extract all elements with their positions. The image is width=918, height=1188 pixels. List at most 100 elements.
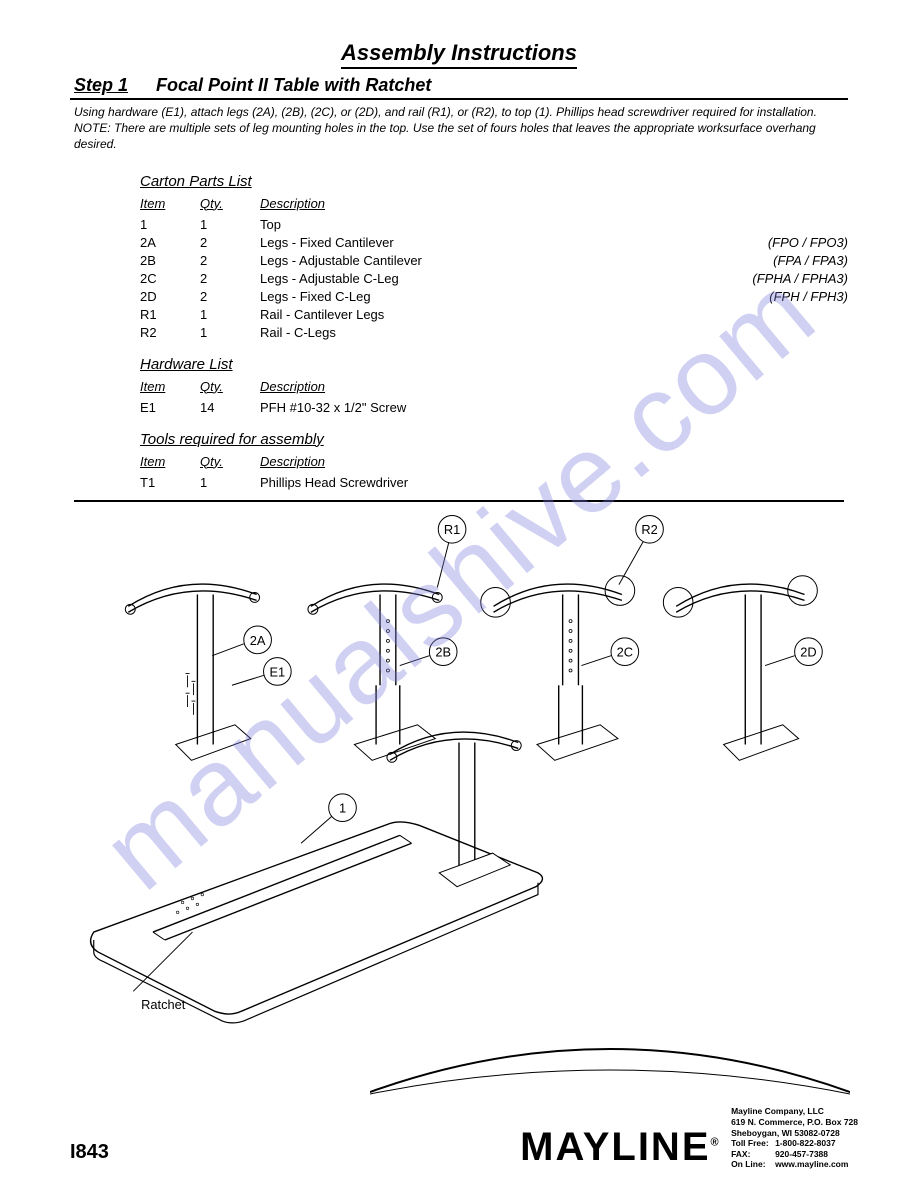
cell: Legs - Adjustable C-Leg [260,271,628,286]
brand-online-lbl: On Line: [731,1159,775,1170]
brand-online: www.mayline.com [775,1159,848,1169]
table-row: 2D 2 Legs - Fixed C-Leg (FPH / FPH3) [140,289,848,304]
col-desc: Description [260,196,325,211]
cell: 2A [140,235,200,250]
subtitle-row: Step 1 Focal Point II Table with Ratchet [70,75,848,100]
cell: PFH #10-32 x 1/2" Screw [260,400,848,415]
doc-id: I843 [70,1141,109,1164]
cell: (FPA / FPA3) [628,253,848,268]
cell: Legs - Fixed Cantilever [260,235,628,250]
cell: (FPH / FPH3) [628,289,848,304]
leg-2b-icon [308,584,442,760]
callout-1: 1 [301,793,356,842]
cell: 1 [140,217,200,232]
table-row: T1 1 Phillips Head Screwdriver [140,475,848,490]
tools-table: Item Qty. Description T1 1 Phillips Head… [140,454,848,490]
brand-addr1: 619 N. Commerce, P.O. Box 728 [731,1117,858,1127]
table-row: 2B 2 Legs - Adjustable Cantilever (FPA /… [140,253,848,268]
svg-text:Ratchet: Ratchet [141,997,186,1012]
col-item: Item [140,454,200,469]
cell: 2C [140,271,200,286]
cell: R1 [140,307,200,322]
cell: Legs - Adjustable Cantilever [260,253,628,268]
cell: 1 [200,325,260,340]
table-row: 2C 2 Legs - Adjustable C-Leg (FPHA / FPH… [140,271,848,286]
col-item: Item [140,196,200,211]
callout-2b: 2B [400,637,457,665]
cell: Top [260,217,628,232]
cell: E1 [140,400,200,415]
brand-tollfree: 1-800-822-8037 [775,1138,836,1148]
col-qty: Qty. [200,379,260,394]
svg-text:R1: R1 [444,522,460,537]
cell: 2 [200,289,260,304]
cell: R2 [140,325,200,340]
hardware-label: Hardware List [140,356,848,373]
brand-logo: MAYLINE® [520,1125,720,1170]
svg-text:2D: 2D [800,644,816,659]
table-row: 1 1 Top [140,217,848,232]
brand-company: Mayline Company, LLC [731,1106,824,1116]
col-qty: Qty. [200,196,260,211]
cell: Legs - Fixed C-Leg [260,289,628,304]
svg-text:1: 1 [339,800,346,815]
callout-r1: R1 [437,515,466,587]
brand-fax-lbl: FAX: [731,1149,775,1160]
cell: Phillips Head Screwdriver [260,475,848,490]
cell [628,325,848,340]
table-top-icon [91,732,543,1023]
table-row: 2A 2 Legs - Fixed Cantilever (FPO / FPO3… [140,235,848,250]
svg-text:2B: 2B [435,644,451,659]
brand-name: MAYLINE [520,1125,710,1169]
cell: 2 [200,271,260,286]
svg-text:E1: E1 [270,664,286,679]
product-title: Focal Point II Table with Ratchet [156,75,431,96]
svg-text:R2: R2 [641,522,657,537]
divider [74,500,844,502]
cell: Rail - C-Legs [260,325,628,340]
brand-block: MAYLINE® Mayline Company, LLC 619 N. Com… [520,1106,858,1170]
callout-2d: 2D [765,637,822,665]
cell: 2 [200,235,260,250]
cell [628,307,848,322]
cell: 1 [200,475,260,490]
col-qty: Qty. [200,454,260,469]
leg-2d-icon [663,575,817,760]
cell: T1 [140,475,200,490]
col-desc: Description [260,454,325,469]
table-row: R1 1 Rail - Cantilever Legs [140,307,848,322]
leg-2c-icon [481,575,635,760]
cell: 2B [140,253,200,268]
cell [628,217,848,232]
svg-text:2C: 2C [617,644,633,659]
callout-r2: R2 [619,515,663,584]
table-row: E1 14 PFH #10-32 x 1/2" Screw [140,400,848,415]
brand-tollfree-lbl: Toll Free: [731,1138,775,1149]
carton-parts-table: Item Qty. Description 1 1 Top 2A 2 Legs … [140,196,848,340]
cell: (FPO / FPO3) [628,235,848,250]
cell: 2 [200,253,260,268]
cell: 14 [200,400,260,415]
callout-e1: E1 [232,657,291,685]
hardware-table: Item Qty. Description E1 14 PFH #10-32 x… [140,379,848,415]
cell: 2D [140,289,200,304]
step-label: Step 1 [70,75,128,96]
brand-info: Mayline Company, LLC 619 N. Commerce, P.… [731,1106,858,1170]
brand-addr2: Sheboygan, WI 53082-0728 [731,1128,840,1138]
brand-fax: 920-457-7388 [775,1149,828,1159]
instructions-text: Using hardware (E1), attach legs (2A), (… [70,104,848,153]
callout-2a: 2A [212,626,271,656]
col-desc: Description [260,379,325,394]
tools-label: Tools required for assembly [140,431,848,448]
cell: (FPHA / FPHA3) [628,271,848,286]
cell: 1 [200,217,260,232]
page-title: Assembly Instructions [341,40,577,69]
carton-parts-label: Carton Parts List [140,173,848,190]
cell: Rail - Cantilever Legs [260,307,628,322]
svg-text:2A: 2A [250,632,266,647]
assembly-diagram: R1 R2 2A 2B [74,514,844,1054]
leg-2a-icon [125,584,259,760]
col-item: Item [140,379,200,394]
table-row: R2 1 Rail - C-Legs [140,325,848,340]
cell: 1 [200,307,260,322]
